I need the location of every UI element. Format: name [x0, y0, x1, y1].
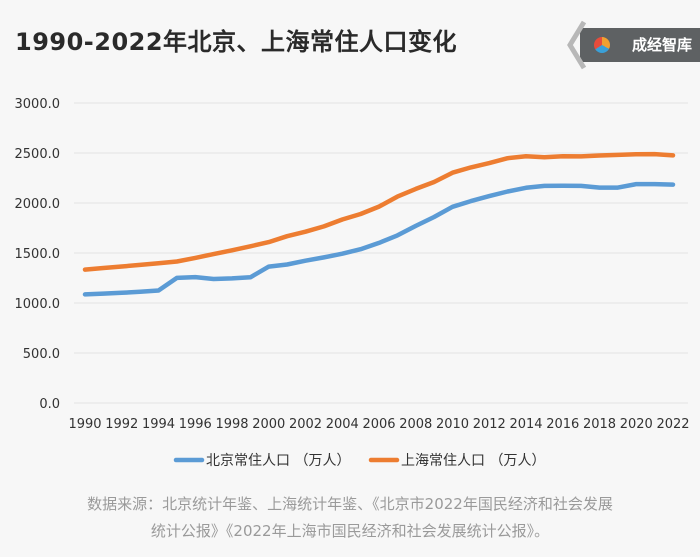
x-tick-label: 2016 — [546, 417, 579, 432]
y-tick-label: 3000.0 — [15, 97, 61, 112]
y-tick-label: 2000.0 — [15, 197, 61, 212]
logo-chevron-icon — [567, 20, 587, 70]
x-tick-label: 2000 — [252, 417, 285, 432]
x-tick-label: 1992 — [105, 417, 138, 432]
x-tick-label: 1994 — [142, 417, 175, 432]
y-axis-ticks: 0.0 500.0 1000.0 1500.0 2000.0 2500.0 3000.0 — [15, 97, 61, 412]
y-tick-label: 1000.0 — [15, 297, 61, 312]
grid-lines — [74, 102, 688, 404]
brand-logo: 成经智库 — [567, 18, 700, 72]
source-line-1: 数据来源：北京统计年鉴、上海统计年鉴、《北京市2022年国民经济和社会发展 — [87, 495, 613, 513]
y-tick-label: 1500.0 — [15, 247, 61, 262]
chart-title: 1990-2022年北京、上海常住人口变化 — [15, 28, 458, 56]
series-line-1 — [82, 151, 676, 272]
logo-text: 成经智库 — [631, 36, 692, 54]
x-tick-label: 2002 — [289, 417, 322, 432]
x-tick-label: 1996 — [179, 417, 212, 432]
x-tick-label: 2006 — [362, 417, 395, 432]
x-tick-label: 1990 — [68, 417, 101, 432]
series-line-0 — [82, 181, 676, 297]
x-tick-label: 2014 — [509, 417, 542, 432]
y-tick-label: 0.0 — [39, 397, 60, 412]
x-tick-label: 2020 — [620, 417, 653, 432]
logo-mark-icon — [594, 37, 610, 53]
x-tick-label: 2022 — [656, 417, 689, 432]
x-axis-ticks: 1990 1992 1994 1996 1998 2000 2002 2004 2006 2008… — [68, 417, 689, 432]
y-tick-label: 500.0 — [23, 347, 60, 362]
x-tick-label: 2018 — [583, 417, 616, 432]
x-tick-label: 2004 — [326, 417, 359, 432]
legend-label-0: 北京常住人口 （万人） — [206, 453, 350, 469]
x-tick-label: 1998 — [215, 417, 248, 432]
legend: 北京常住人口 （万人） 上海常住人口 （万人） — [173, 453, 545, 469]
data-source-note: 数据来源：北京统计年鉴、上海统计年鉴、《北京市2022年国民经济和社会发展 统计… — [0, 491, 700, 545]
series-lines — [82, 151, 676, 297]
x-tick-label: 2008 — [399, 417, 432, 432]
x-tick-label: 2010 — [436, 417, 469, 432]
source-line-2: 统计公报》《2022年上海市国民经济和社会发展统计公报》。 — [150, 522, 550, 540]
y-tick-label: 2500.0 — [15, 147, 61, 162]
legend-label-1: 上海常住人口 （万人） — [401, 453, 545, 469]
x-tick-label: 2012 — [473, 417, 506, 432]
